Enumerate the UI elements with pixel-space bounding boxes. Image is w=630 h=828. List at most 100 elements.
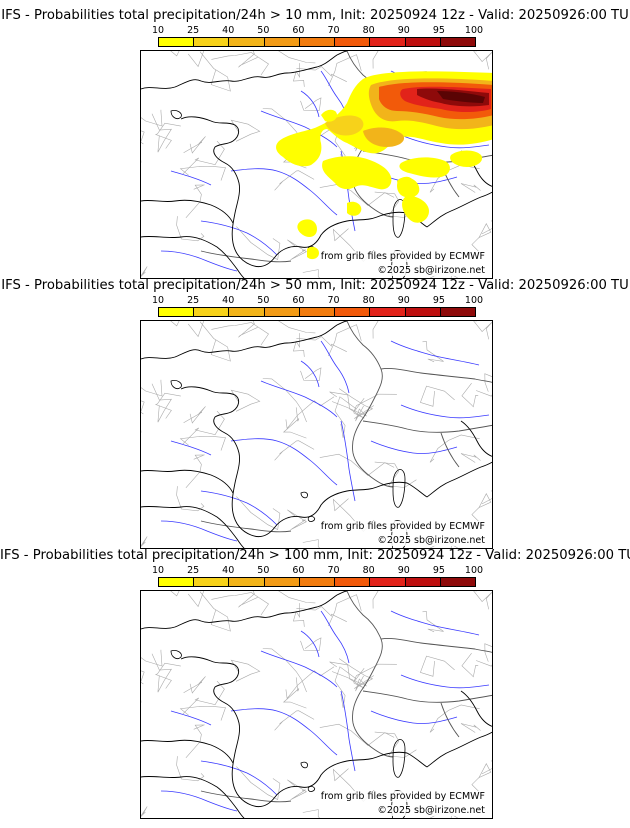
admin-boundary <box>302 539 320 548</box>
legend-tick-label: 40 <box>222 25 235 36</box>
admin-boundary <box>238 321 258 338</box>
coastline <box>141 739 234 764</box>
admin-boundary <box>211 592 269 616</box>
admin-boundary <box>236 496 281 530</box>
panel-title: IFS - Probabilities total precipitation/… <box>1 278 629 293</box>
admin-boundary <box>471 493 492 526</box>
legend-tick-label: 60 <box>292 25 305 36</box>
admin-boundary <box>170 591 205 608</box>
admin-boundary <box>154 392 181 419</box>
legend-swatch <box>335 578 371 586</box>
admin-boundary <box>296 606 347 622</box>
admin-boundary <box>302 809 320 818</box>
island-outline <box>300 491 308 499</box>
country-border <box>346 591 394 758</box>
country-border <box>440 702 460 738</box>
admin-boundary <box>141 536 148 547</box>
admin-boundary <box>176 486 205 512</box>
admin-boundary <box>176 216 205 242</box>
legend-tick-label: 80 <box>362 295 375 306</box>
admin-boundary <box>141 670 145 703</box>
legend-swatch <box>370 578 406 586</box>
admin-boundary <box>420 655 455 677</box>
legend-swatch <box>229 578 265 586</box>
river-line <box>320 340 350 394</box>
country-border <box>362 420 492 433</box>
admin-boundary <box>475 643 492 667</box>
island-outline <box>300 761 308 769</box>
legend-tick-label: 60 <box>292 565 305 576</box>
admin-boundary <box>287 779 308 800</box>
legend-ticks: 10 25 40 50 60 70 80 90 95 100 <box>140 25 483 37</box>
legend-colorbar <box>158 307 476 317</box>
river-line <box>300 90 320 118</box>
coastline <box>426 731 492 768</box>
admin-boundary <box>461 383 479 408</box>
legend-tick-label: 70 <box>327 25 340 36</box>
admin-boundary <box>475 373 492 397</box>
river-line <box>390 340 480 366</box>
data-source-credit: from grib files provided by ECMWF <box>318 791 487 802</box>
admin-boundary <box>274 170 315 191</box>
admin-boundary <box>141 400 145 433</box>
legend-colorbar <box>158 37 476 47</box>
river-line <box>370 710 458 724</box>
coastline <box>460 420 492 457</box>
river-line <box>390 610 480 636</box>
coastline <box>426 461 492 498</box>
data-source-credit: from grib files provided by ECMWF <box>318 251 487 262</box>
precip-probability-areas <box>276 71 492 260</box>
river-line <box>320 610 350 664</box>
admin-boundary <box>292 63 305 87</box>
legend-swatch <box>440 578 475 586</box>
admin-boundary <box>141 806 148 817</box>
legend-tick-label: 10 <box>151 25 165 36</box>
river-line <box>230 708 338 756</box>
river-line <box>160 790 238 812</box>
admin-boundary <box>473 591 492 610</box>
admin-boundary <box>262 648 307 693</box>
admin-boundary <box>300 637 322 651</box>
admin-boundary <box>154 122 181 149</box>
coastline <box>141 469 234 494</box>
coastline <box>426 191 492 228</box>
admin-boundary <box>422 611 444 633</box>
legend-tick-label: 25 <box>187 25 200 36</box>
country-border <box>346 321 394 488</box>
probability-map: from grib files provided by ECMWF ©2025 … <box>140 590 493 819</box>
admin-boundary <box>328 594 362 627</box>
admin-boundary <box>274 710 315 731</box>
legend-tick-label: 50 <box>257 25 270 36</box>
admin-boundary <box>292 333 305 357</box>
admin-boundary <box>278 321 316 334</box>
island-outline <box>307 786 316 792</box>
legend-swatch <box>299 308 336 316</box>
admin-boundary <box>353 663 397 683</box>
map-canvas <box>141 591 492 818</box>
admin-boundary <box>481 490 492 505</box>
admin-boundary <box>236 226 281 260</box>
legend-swatch <box>335 38 371 46</box>
admin-boundary <box>334 396 357 439</box>
admin-boundary <box>292 603 305 627</box>
legend-tick-label: 25 <box>187 565 200 576</box>
legend-swatch <box>264 578 300 586</box>
river-line <box>300 630 320 658</box>
coastline <box>141 199 234 224</box>
admin-boundary <box>285 396 335 430</box>
admin-boundary <box>199 591 231 632</box>
panel-title: IFS - Probabilities total precipitation/… <box>0 548 630 563</box>
legend-swatch <box>370 38 406 46</box>
island-outline <box>307 516 316 522</box>
legend-swatch <box>335 308 371 316</box>
admin-boundary <box>278 51 316 64</box>
map-canvas <box>141 51 492 278</box>
admin-boundary <box>185 454 205 488</box>
copyright-credit: ©2025 sb@irizone.net <box>375 535 487 546</box>
legend-swatch <box>194 308 230 316</box>
legend-tick-label: 10 <box>151 565 165 576</box>
coastline <box>141 51 348 90</box>
river-line <box>340 690 356 772</box>
admin-boundary <box>151 383 172 423</box>
probability-map: from grib files provided by ECMWF ©2025 … <box>140 50 493 279</box>
